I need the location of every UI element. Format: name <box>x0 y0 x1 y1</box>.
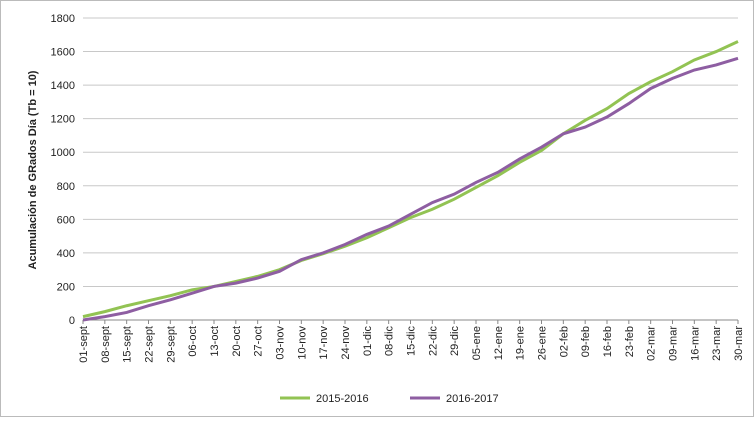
x-tick-label: 01-dic <box>362 326 374 356</box>
x-tick-label: 24-nov <box>340 326 352 360</box>
x-tick-label: 02-feb <box>558 326 570 357</box>
x-tick-label: 26-ene <box>537 326 549 360</box>
series-line <box>82 40 739 319</box>
y-tick-label: 0 <box>69 315 75 327</box>
x-tick-label: 02-mar <box>646 326 658 361</box>
y-tick-label: 1200 <box>51 114 75 126</box>
legend-label: 2016-2017 <box>446 393 499 405</box>
x-tick-label: 09-mar <box>668 326 680 361</box>
x-tick-label: 12-ene <box>493 326 505 360</box>
y-tick-label: 1000 <box>51 147 75 159</box>
x-tick-label: 06-oct <box>187 326 199 357</box>
x-tick-label: 22-sept <box>144 326 156 363</box>
x-tick-label: 22-dic <box>427 326 439 356</box>
y-tick-label: 1800 <box>51 13 75 25</box>
y-tick-label: 1400 <box>51 80 75 92</box>
y-tick-label: 400 <box>57 248 75 260</box>
series-line <box>82 56 739 322</box>
x-tick-label: 16-mar <box>689 326 701 361</box>
x-tick-label: 29-sept <box>165 326 177 363</box>
x-tick-label: 13-oct <box>209 326 221 357</box>
y-tick-label: 600 <box>57 214 75 226</box>
x-tick-label: 30-mar <box>733 326 745 361</box>
y-tick-label: 800 <box>57 181 75 193</box>
x-tick-label: 23-mar <box>711 326 723 361</box>
x-tick-label: 15-sept <box>122 326 134 363</box>
x-tick-label: 09-feb <box>580 326 592 357</box>
x-tick-label: 08-dic <box>384 326 396 356</box>
x-tick-label: 19-ene <box>515 326 527 360</box>
x-tick-label: 05-ene <box>471 326 483 360</box>
x-tick-label: 01-sept <box>78 326 90 363</box>
y-axis-label: Acumulación de GRados Día (Tb = 10) <box>27 70 39 269</box>
x-tick-label: 29-dic <box>449 326 461 356</box>
x-tick-label: 16-feb <box>602 326 614 357</box>
y-tick-label: 1600 <box>51 47 75 59</box>
x-tick-label: 23-feb <box>624 326 636 357</box>
x-tick-label: 17-nov <box>318 326 330 360</box>
x-tick-label: 08-sept <box>100 326 112 363</box>
x-tick-label: 20-oct <box>231 326 243 357</box>
legend-label: 2015-2016 <box>316 393 369 405</box>
x-tick-label: 03-nov <box>275 326 287 360</box>
x-tick-label: 15-dic <box>406 326 418 356</box>
x-tick-label: 10-nov <box>296 326 308 360</box>
x-tick-label: 27-oct <box>253 326 265 357</box>
y-tick-label: 200 <box>57 281 75 293</box>
